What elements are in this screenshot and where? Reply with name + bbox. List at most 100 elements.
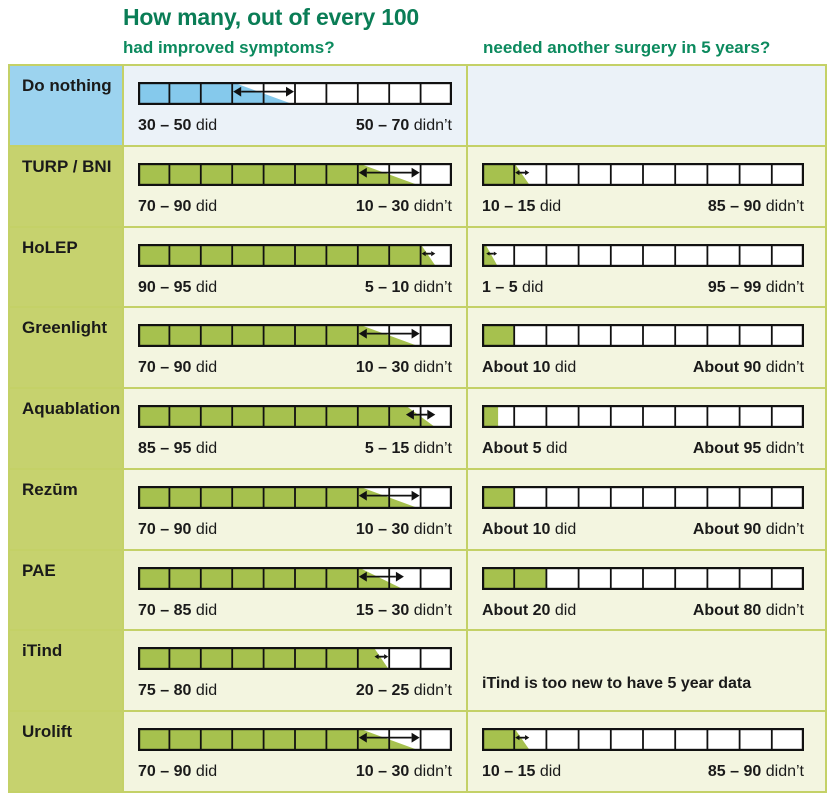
icon-array-bar bbox=[138, 485, 452, 509]
icon-array-bar bbox=[138, 405, 452, 429]
treatment-label: Rezūm bbox=[10, 469, 122, 549]
icon-array-bar bbox=[482, 243, 804, 267]
improved-cell: 75 – 80 did 20 – 25 didn’t bbox=[124, 631, 466, 711]
bar-labels: 90 – 95 did 5 – 10 didn’t bbox=[138, 278, 452, 296]
improved-cell: 90 – 95 did 5 – 10 didn’t bbox=[124, 227, 466, 307]
improved-cell: 70 – 90 did 10 – 30 didn’t bbox=[124, 469, 466, 549]
did-label: 30 – 50 did bbox=[138, 117, 218, 134]
surgery-cell bbox=[468, 66, 825, 145]
improved-cell: 70 – 85 did 15 – 30 didn’t bbox=[124, 550, 466, 630]
icon-array-bar bbox=[482, 162, 804, 186]
range-arrow bbox=[358, 732, 420, 743]
did-label: About 10 did bbox=[482, 520, 577, 538]
bar-labels: 1 – 5 did 95 – 99 didn’t bbox=[482, 278, 804, 296]
range-arrow bbox=[515, 169, 530, 176]
bar-labels: 30 – 50 did 50 – 70 didn’t bbox=[138, 118, 452, 134]
treatment-label: TURP / BNI bbox=[10, 146, 122, 226]
range-arrow bbox=[421, 250, 436, 256]
improved-column-heading: had improved symptoms? bbox=[123, 38, 335, 57]
treatment-label: PAE bbox=[10, 550, 122, 630]
surgery-cell: 1 – 5 did 95 – 99 didn’t bbox=[468, 227, 825, 307]
bar-labels: 70 – 90 did 10 – 30 didn’t bbox=[138, 764, 452, 780]
icon-array-bar bbox=[482, 324, 804, 348]
surgery-cell: About 10 did About 90 didn’t bbox=[468, 308, 825, 388]
improved-cell: 85 – 95 did 5 – 15 didn’t bbox=[124, 389, 466, 468]
icon-array-bar bbox=[482, 728, 804, 752]
icon-array-bar bbox=[482, 405, 804, 429]
range-arrow bbox=[358, 571, 404, 582]
treatment-label: Do nothing bbox=[10, 66, 122, 145]
icon-array-bar bbox=[482, 485, 804, 509]
icon-array-bar bbox=[138, 728, 452, 752]
didnt-label: About 80 didn’t bbox=[692, 601, 804, 619]
didnt-label: 95 – 99 didn’t bbox=[707, 278, 804, 296]
didnt-label: About 90 didn’t bbox=[692, 359, 804, 377]
did-label: 85 – 95 did bbox=[138, 440, 218, 458]
didnt-label: 85 – 90 didn’t bbox=[707, 763, 804, 781]
didnt-label: 10 – 30 didn’t bbox=[355, 520, 452, 538]
bar-labels: About 10 did About 90 didn’t bbox=[482, 520, 804, 538]
did-label: 1 – 5 did bbox=[482, 278, 544, 296]
didnt-label: 85 – 90 didn’t bbox=[707, 197, 804, 215]
icon-array-bar bbox=[138, 82, 452, 105]
bar-labels: About 20 did About 80 didn’t bbox=[482, 601, 804, 619]
did-label: 70 – 90 did bbox=[138, 763, 218, 781]
range-arrow bbox=[233, 86, 294, 97]
range-arrow bbox=[358, 490, 420, 501]
surgery-cell: About 20 did About 80 didn’t bbox=[468, 550, 825, 630]
surgery-cell: 10 – 15 did 85 – 90 didn’t bbox=[468, 146, 825, 226]
range-arrow bbox=[405, 409, 436, 420]
no-data-note: iTind is too new to have 5 year data bbox=[482, 675, 752, 693]
treatment-label: Greenlight bbox=[10, 308, 122, 388]
didnt-label: 10 – 30 didn’t bbox=[355, 197, 452, 215]
treatment-label: Aquablation bbox=[10, 389, 122, 468]
surgery-column-heading: needed another surgery in 5 years? bbox=[483, 38, 771, 57]
didnt-label: 50 – 70 didn’t bbox=[355, 117, 452, 134]
improved-cell: 70 – 90 did 10 – 30 didn’t bbox=[124, 712, 466, 791]
icon-array-bar bbox=[138, 647, 452, 671]
did-label: 70 – 90 did bbox=[138, 197, 218, 215]
range-arrow bbox=[486, 251, 498, 256]
bar-labels: 10 – 15 did 85 – 90 didn’t bbox=[482, 197, 804, 215]
range-arrow bbox=[374, 654, 389, 660]
icon-array-bar bbox=[138, 162, 452, 186]
bar-labels: About 5 did About 95 didn’t bbox=[482, 441, 804, 457]
bar-labels: 70 – 90 did 10 – 30 didn’t bbox=[138, 197, 452, 215]
did-label: About 20 did bbox=[482, 601, 577, 619]
bar-labels: 70 – 90 did 10 – 30 didn’t bbox=[138, 520, 452, 538]
did-label: 90 – 95 did bbox=[138, 278, 218, 296]
page-title: How many, out of every 100 bbox=[123, 4, 420, 30]
bar-labels: 70 – 90 did 10 – 30 didn’t bbox=[138, 360, 452, 376]
range-arrow bbox=[515, 735, 530, 741]
icon-array-bar bbox=[138, 324, 452, 348]
didnt-label: About 95 didn’t bbox=[692, 440, 804, 458]
page-header: How many, out of every 100 had improved … bbox=[0, 0, 835, 64]
range-arrow bbox=[358, 329, 420, 339]
range-arrow bbox=[358, 167, 420, 178]
didnt-label: 10 – 30 didn’t bbox=[355, 763, 452, 781]
improved-cell: 70 – 90 did 10 – 30 didn’t bbox=[124, 146, 466, 226]
did-label: About 5 did bbox=[482, 440, 568, 458]
treatment-table: Do nothing 30 – 50 did 50 – 70 didn’t TURP … bbox=[8, 64, 827, 793]
didnt-label: 5 – 10 didn’t bbox=[364, 278, 452, 296]
bar-labels: About 10 did About 90 didn’t bbox=[482, 360, 804, 376]
surgery-cell: About 10 did About 90 didn’t bbox=[468, 469, 825, 549]
surgery-cell: About 5 did About 95 didn’t bbox=[468, 389, 825, 468]
surgery-cell: iTind is too new to have 5 year data bbox=[468, 631, 825, 711]
icon-array-bar bbox=[482, 566, 804, 590]
did-label: 70 – 90 did bbox=[138, 359, 218, 377]
treatment-label: Urolift bbox=[10, 712, 122, 791]
treatment-label: iTind bbox=[10, 631, 122, 711]
improved-cell: 70 – 90 did 10 – 30 didn’t bbox=[124, 308, 466, 388]
didnt-label: 10 – 30 didn’t bbox=[355, 359, 452, 377]
bar-labels: 75 – 80 did 20 – 25 didn’t bbox=[138, 683, 452, 699]
bar-labels: 10 – 15 did 85 – 90 didn’t bbox=[482, 764, 804, 780]
didnt-label: 15 – 30 didn’t bbox=[355, 601, 452, 619]
did-label: 70 – 85 did bbox=[138, 601, 218, 619]
surgery-cell: 10 – 15 did 85 – 90 didn’t bbox=[468, 712, 825, 791]
treatment-label: HoLEP bbox=[10, 227, 122, 307]
did-label: 75 – 80 did bbox=[138, 682, 218, 700]
did-label: About 10 did bbox=[482, 359, 577, 377]
did-label: 10 – 15 did bbox=[482, 763, 562, 781]
didnt-label: About 90 didn’t bbox=[692, 520, 804, 538]
